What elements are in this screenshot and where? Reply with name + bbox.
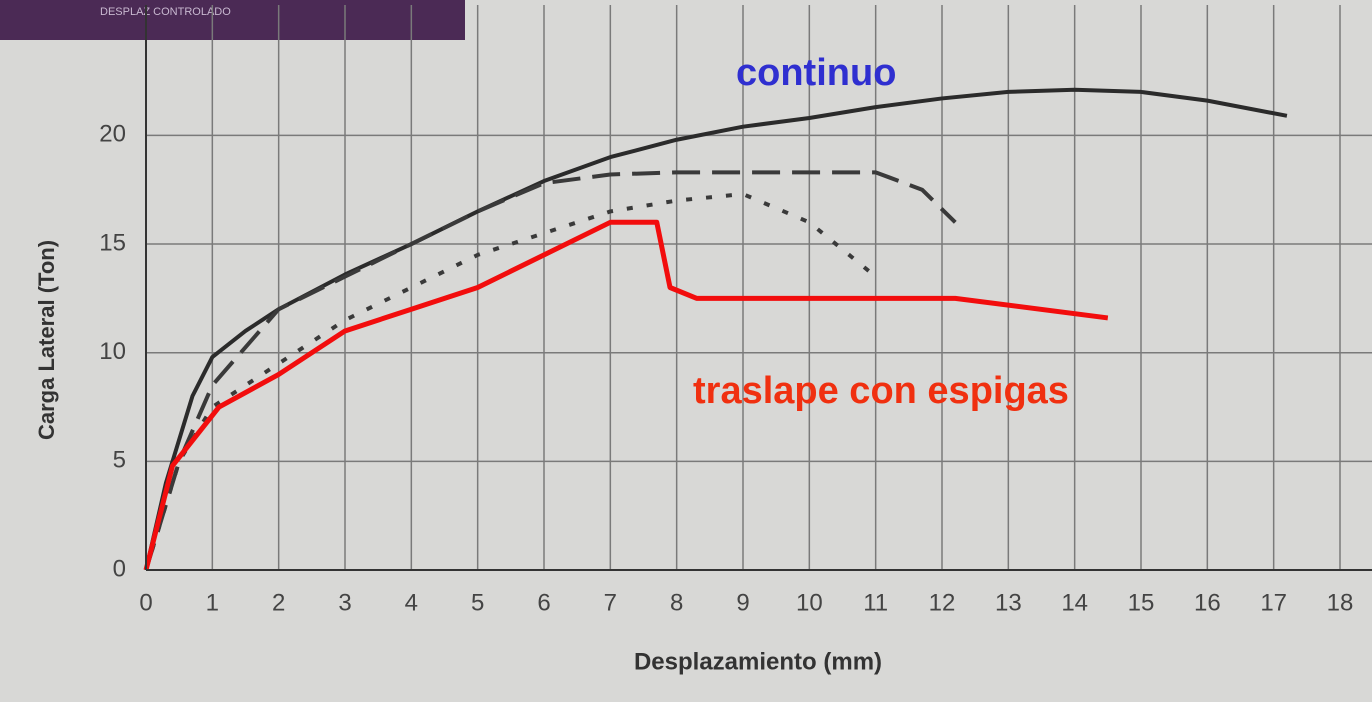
page: DESPLAZ CONTROLADO Desplazamiento (mm) C… [0,0,1372,702]
chart: DESPLAZ CONTROLADO Desplazamiento (mm) C… [0,0,1372,702]
x-tick-label: 2 [272,589,285,616]
x-tick-label: 11 [863,589,888,616]
x-tick-label: 16 [1194,589,1221,616]
y-tick-label: 0 [113,555,126,582]
x-tick-label: 15 [1128,589,1155,616]
photo-inset [0,0,465,40]
x-tick-label: 14 [1061,589,1088,616]
y-tick-label: 20 [99,121,126,148]
x-tick-label: 8 [670,589,683,616]
x-tick-label: 13 [995,589,1022,616]
y-tick-label: 10 [99,338,126,365]
x-tick-label: 3 [338,589,351,616]
x-tick-label: 4 [405,589,418,616]
y-axis-title: Carga Lateral (Ton) [34,240,59,440]
inset-text: DESPLAZ CONTROLADO [100,6,231,18]
y-tick-label: 15 [99,229,126,256]
x-axis-title: Desplazamiento (mm) [634,648,882,675]
x-tick-label: 10 [796,589,823,616]
series-label: traslape con espigas [693,370,1069,412]
x-tick-label: 18 [1327,589,1354,616]
x-tick-label: 0 [139,589,152,616]
x-tick-label: 7 [604,589,617,616]
x-tick-label: 17 [1260,589,1287,616]
x-tick-label: 5 [471,589,484,616]
x-tick-label: 1 [206,589,219,616]
x-tick-label: 6 [537,589,550,616]
x-tick-label: 9 [736,589,749,616]
y-tick-label: 5 [113,447,126,474]
x-tick-label: 12 [929,589,956,616]
series-label: continuo [736,52,896,94]
